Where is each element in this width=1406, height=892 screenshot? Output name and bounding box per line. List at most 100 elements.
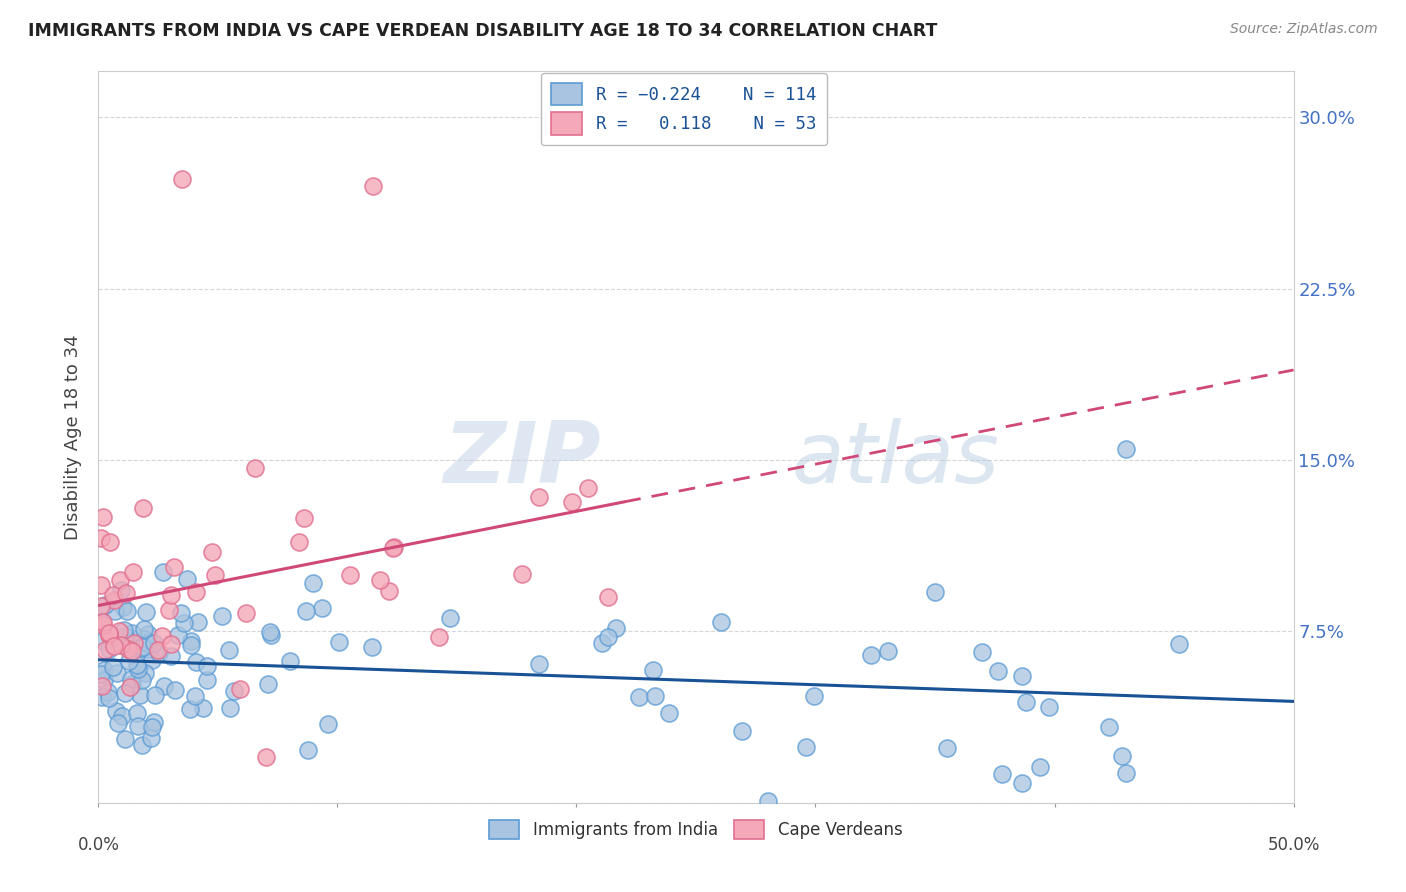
Point (90, 578, 112, 592)
Point (125, 657, 148, 672)
Point (627, 690, 650, 704)
Point (132, 640, 155, 654)
Point (165, 682, 187, 697)
Point (859, 648, 882, 662)
Point (104, 604, 127, 618)
Point (1029, 760, 1052, 774)
Point (90, 531, 112, 545)
Point (361, 640, 384, 654)
Point (91, 618, 114, 632)
Point (135, 636, 157, 650)
Text: IMMIGRANTS FROM INDIA VS CAPE VERDEAN DISABILITY AGE 18 TO 34 CORRELATION CHART: IMMIGRANTS FROM INDIA VS CAPE VERDEAN DI… (28, 22, 938, 40)
Point (1098, 720, 1121, 734)
Point (110, 638, 132, 652)
Point (176, 572, 198, 586)
Point (328, 634, 350, 648)
Point (292, 511, 315, 525)
Point (644, 689, 666, 703)
Point (641, 663, 664, 677)
Point (111, 599, 134, 614)
Point (363, 178, 385, 193)
Point (142, 715, 165, 730)
Point (110, 709, 132, 723)
Point (120, 673, 142, 687)
Point (150, 629, 173, 643)
Point (122, 565, 145, 579)
Point (108, 624, 131, 639)
Point (97, 626, 120, 640)
Text: 50.0%: 50.0% (1267, 836, 1320, 854)
Point (924, 585, 946, 599)
Point (180, 638, 202, 652)
Point (115, 604, 138, 618)
Point (439, 611, 461, 625)
Point (153, 679, 176, 693)
Point (991, 766, 1014, 780)
Point (184, 689, 207, 703)
Text: ZIP: ZIP (443, 417, 600, 500)
Point (132, 500, 155, 515)
Point (596, 590, 619, 604)
Point (1111, 749, 1133, 764)
Point (146, 643, 169, 657)
Point (127, 662, 149, 676)
Point (527, 657, 550, 672)
Point (143, 635, 166, 649)
Point (125, 706, 148, 720)
Point (222, 684, 245, 698)
Point (730, 723, 752, 738)
Point (1167, 636, 1189, 650)
Point (117, 654, 139, 668)
Point (127, 719, 149, 733)
Point (311, 600, 333, 615)
Point (103, 639, 125, 653)
Point (93, 673, 115, 688)
Point (658, 706, 681, 720)
Point (141, 653, 163, 667)
Point (103, 588, 125, 602)
Point (297, 742, 319, 756)
Point (187, 615, 209, 630)
Point (152, 565, 174, 579)
Text: Source: ZipAtlas.com: Source: ZipAtlas.com (1230, 22, 1378, 37)
Point (1038, 700, 1060, 714)
Point (368, 574, 391, 588)
Point (114, 629, 136, 643)
Point (1011, 669, 1033, 683)
Point (316, 716, 339, 731)
Point (160, 637, 183, 651)
Point (93, 663, 115, 677)
Point (120, 680, 142, 694)
Point (201, 545, 224, 559)
Point (103, 592, 125, 607)
Point (91, 510, 114, 524)
Point (259, 624, 281, 639)
Point (141, 731, 163, 746)
Point (91, 690, 114, 704)
Legend: Immigrants from India, Cape Verdeans: Immigrants from India, Cape Verdeans (482, 814, 910, 846)
Point (107, 716, 129, 731)
Point (141, 720, 163, 734)
Point (145, 688, 167, 702)
Point (124, 636, 146, 650)
Point (166, 628, 188, 642)
Point (186, 585, 208, 599)
Point (121, 644, 143, 658)
Point (1015, 694, 1038, 708)
Point (163, 560, 186, 574)
Text: atlas: atlas (792, 417, 1000, 500)
Point (260, 628, 283, 642)
Point (132, 632, 155, 647)
Point (90, 599, 112, 613)
Point (98, 690, 121, 705)
Text: 0.0%: 0.0% (77, 836, 120, 854)
Point (90, 679, 112, 693)
Point (134, 623, 156, 637)
Point (254, 750, 277, 764)
Point (97, 641, 120, 656)
Point (339, 567, 361, 582)
Point (104, 704, 127, 718)
Point (803, 689, 825, 703)
Point (195, 659, 218, 673)
Point (1115, 442, 1137, 456)
